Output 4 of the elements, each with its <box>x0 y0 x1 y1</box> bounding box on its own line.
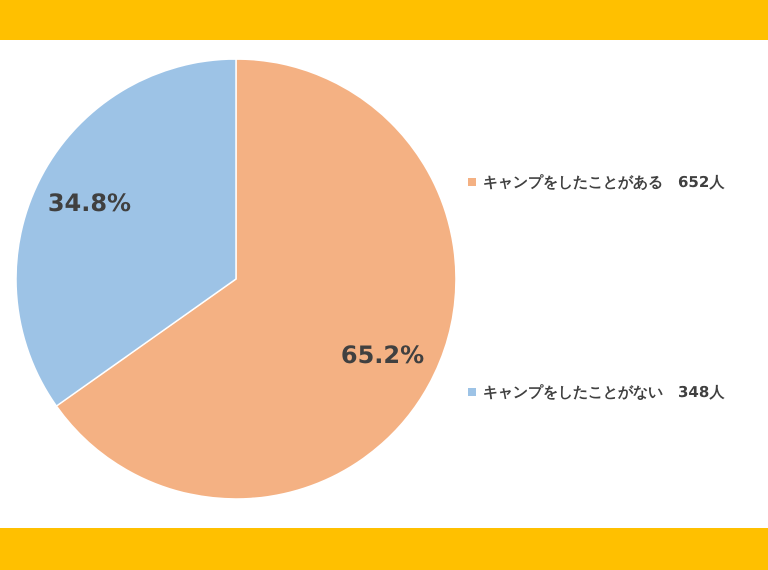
data-label: 65.2% <box>340 340 424 369</box>
legend-item: キャンプをしたことがある 652人 <box>468 173 724 191</box>
legend-item: キャンプをしたことがない 348人 <box>468 383 724 401</box>
data-label: 34.8% <box>48 189 132 218</box>
